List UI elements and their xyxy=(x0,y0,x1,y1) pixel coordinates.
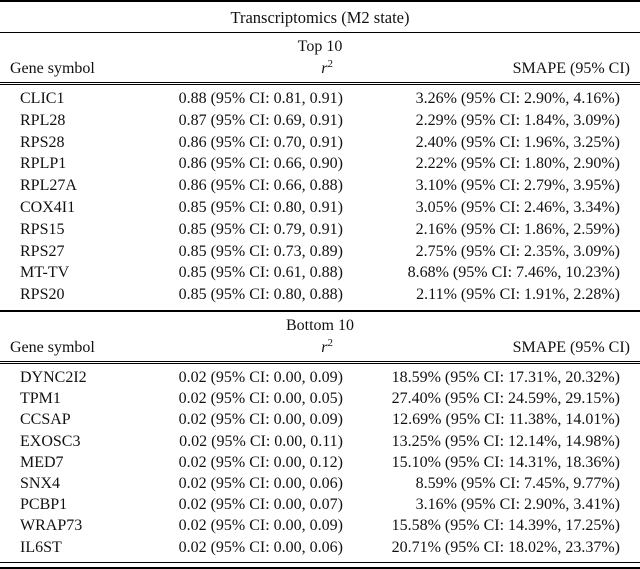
gene-cell: DYNC2I2 xyxy=(20,368,87,386)
r2-cell: 0.02 (95% CI: 0.00, 0.09) xyxy=(178,517,343,535)
gene-cell: EXOSC3 xyxy=(20,432,81,450)
smape-cell: 2.22% (95% CI: 1.80%, 2.90%) xyxy=(415,155,620,173)
r2-cell: 0.02 (95% CI: 0.00, 0.11) xyxy=(179,432,343,450)
table-row: RPL28 0.87 (95% CI: 0.69, 0.91) 2.29% (9… xyxy=(10,110,630,132)
table-row: CLIC1 0.88 (95% CI: 0.81, 0.91) 3.26% (9… xyxy=(10,88,630,110)
smape-cell: 12.69% (95% CI: 11.38%, 14.01%) xyxy=(392,411,620,429)
r2-cell: 0.85 (95% CI: 0.80, 0.91) xyxy=(178,198,343,216)
table-row: EXOSC3 0.02 (95% CI: 0.00, 0.11) 13.25% … xyxy=(10,431,630,452)
gene-cell: RPS15 xyxy=(20,220,65,238)
smape-cell: 18.59% (95% CI: 17.31%, 20.32%) xyxy=(391,368,620,386)
gene-cell: PCBP1 xyxy=(20,496,68,514)
r2-cell: 0.86 (95% CI: 0.66, 0.90) xyxy=(178,155,343,173)
table-row: CCSAP 0.02 (95% CI: 0.00, 0.09) 12.69% (… xyxy=(10,409,630,430)
r-symbol: r xyxy=(321,338,328,356)
gene-cell: RPS20 xyxy=(20,286,65,304)
section-bottom-10-header: Bottom 10 Gene symbol r2 SMAPE (95% CI) xyxy=(0,312,640,364)
r-exponent: 2 xyxy=(327,58,334,70)
smape-cell: 3.26% (95% CI: 2.90%, 4.16%) xyxy=(415,90,620,107)
table-row: RPLP1 0.86 (95% CI: 0.66, 0.90) 2.22% (9… xyxy=(10,153,630,175)
table-row: SNX4 0.02 (95% CI: 0.00, 0.06) 8.59% (95… xyxy=(10,473,630,494)
section-top-10-header: Top 10 Gene symbol r2 SMAPE (95% CI) xyxy=(0,33,640,85)
r2-cell: 0.02 (95% CI: 0.00, 0.05) xyxy=(178,390,343,408)
r-symbol: r xyxy=(321,60,328,77)
col-header-r-squared: r2 xyxy=(110,336,333,360)
col-header-gene-symbol: Gene symbol xyxy=(10,60,95,77)
table-row: RPS20 0.85 (95% CI: 0.80, 0.88) 2.11% (9… xyxy=(10,284,630,306)
r2-cell: 0.02 (95% CI: 0.00, 0.06) xyxy=(178,538,343,556)
table-row: RPS27 0.85 (95% CI: 0.73, 0.89) 2.75% (9… xyxy=(10,241,630,263)
col-header-r-squared: r2 xyxy=(110,57,333,81)
r2-cell: 0.85 (95% CI: 0.61, 0.88) xyxy=(178,264,343,282)
table-row: MED7 0.02 (95% CI: 0.00, 0.12) 15.10% (9… xyxy=(10,452,630,473)
smape-cell: 2.40% (95% CI: 1.96%, 3.25%) xyxy=(415,133,620,151)
r2-cell: 0.87 (95% CI: 0.69, 0.91) xyxy=(178,111,343,129)
section-heading: Bottom 10 xyxy=(285,316,354,334)
gene-cell: MT-TV xyxy=(20,264,70,282)
r2-cell: 0.02 (95% CI: 0.00, 0.06) xyxy=(178,474,343,492)
table-row: IL6ST 0.02 (95% CI: 0.00, 0.06) 20.71% (… xyxy=(10,537,630,558)
r2-cell: 0.02 (95% CI: 0.00, 0.07) xyxy=(178,496,343,514)
col-header-smape: SMAPE (95% CI) xyxy=(512,338,630,356)
smape-cell: 15.58% (95% CI: 14.39%, 17.25%) xyxy=(391,517,620,535)
smape-cell: 27.40% (95% CI: 24.59%, 29.15%) xyxy=(391,390,620,408)
smape-cell: 15.10% (95% CI: 14.31%, 18.36%) xyxy=(391,453,620,471)
smape-cell: 2.11% (95% CI: 1.91%, 2.28%) xyxy=(416,286,620,304)
r2-cell: 0.85 (95% CI: 0.73, 0.89) xyxy=(178,242,343,260)
smape-cell: 3.10% (95% CI: 2.79%, 3.95%) xyxy=(415,177,620,195)
smape-cell: 20.71% (95% CI: 18.02%, 23.37%) xyxy=(391,538,620,556)
smape-cell: 3.05% (95% CI: 2.46%, 3.34%) xyxy=(415,198,620,216)
table-row: WRAP73 0.02 (95% CI: 0.00, 0.09) 15.58% … xyxy=(10,515,630,536)
gene-cell: RPS28 xyxy=(20,133,65,151)
gene-cell: WRAP73 xyxy=(20,517,83,535)
table-title: Transcriptomics (M2 state) xyxy=(0,2,640,33)
gene-cell: MED7 xyxy=(20,453,64,471)
gene-cell: RPL27A xyxy=(20,177,77,195)
gene-cell: TPM1 xyxy=(20,390,61,408)
table-row: RPS28 0.86 (95% CI: 0.70, 0.91) 2.40% (9… xyxy=(10,132,630,154)
section-top-10-rows: CLIC1 0.88 (95% CI: 0.81, 0.91) 3.26% (9… xyxy=(0,85,640,310)
col-header-smape: SMAPE (95% CI) xyxy=(512,60,630,77)
table-row: COX4I1 0.85 (95% CI: 0.80, 0.91) 3.05% (… xyxy=(10,197,630,219)
gene-cell: CCSAP xyxy=(20,411,71,429)
smape-cell: 8.59% (95% CI: 7.45%, 9.77%) xyxy=(415,474,620,492)
smape-cell: 2.75% (95% CI: 2.35%, 3.09%) xyxy=(415,242,620,260)
gene-cell: RPS27 xyxy=(20,242,65,260)
smape-cell: 2.16% (95% CI: 1.86%, 2.59%) xyxy=(415,220,620,238)
gene-cell: SNX4 xyxy=(20,474,61,492)
smape-cell: 2.29% (95% CI: 1.84%, 3.09%) xyxy=(415,111,620,129)
smape-cell: 8.68% (95% CI: 7.46%, 10.23%) xyxy=(407,264,620,282)
r-exponent: 2 xyxy=(327,336,334,349)
gene-cell: RPLP1 xyxy=(20,155,67,173)
r2-cell: 0.02 (95% CI: 0.00, 0.09) xyxy=(178,411,343,429)
r2-cell: 0.85 (95% CI: 0.80, 0.88) xyxy=(178,286,343,304)
smape-cell: 3.16% (95% CI: 2.90%, 3.41%) xyxy=(415,496,620,514)
r2-cell: 0.88 (95% CI: 0.81, 0.91) xyxy=(178,90,343,107)
table-row: MT-TV 0.85 (95% CI: 0.61, 0.88) 8.68% (9… xyxy=(10,262,630,284)
gene-cell: CLIC1 xyxy=(20,90,65,107)
gene-cell: RPL28 xyxy=(20,111,66,129)
column-header-row: Gene symbol r2 SMAPE (95% CI) xyxy=(0,336,640,361)
r2-cell: 0.85 (95% CI: 0.79, 0.91) xyxy=(178,220,343,238)
gene-cell: IL6ST xyxy=(20,538,62,556)
table-row: PCBP1 0.02 (95% CI: 0.00, 0.07) 3.16% (9… xyxy=(10,494,630,515)
section-bottom-10-rows: DYNC2I2 0.02 (95% CI: 0.00, 0.09) 18.59%… xyxy=(0,364,640,562)
table-row: RPS15 0.85 (95% CI: 0.79, 0.91) 2.16% (9… xyxy=(10,219,630,241)
col-header-gene-symbol: Gene symbol xyxy=(10,338,95,356)
table-row: TPM1 0.02 (95% CI: 0.00, 0.05) 27.40% (9… xyxy=(10,388,630,409)
r2-cell: 0.86 (95% CI: 0.66, 0.88) xyxy=(178,177,343,195)
bottom-rule xyxy=(0,561,640,567)
r2-cell: 0.02 (95% CI: 0.00, 0.09) xyxy=(178,368,343,386)
r2-cell: 0.02 (95% CI: 0.00, 0.12) xyxy=(178,453,343,471)
table-row: RPL27A 0.86 (95% CI: 0.66, 0.88) 3.10% (… xyxy=(10,175,630,197)
column-header-row: Gene symbol r2 SMAPE (95% CI) xyxy=(0,57,640,82)
section-bottom-10: Bottom 10 Gene symbol r2 SMAPE (95% CI) … xyxy=(0,309,640,562)
gene-cell: COX4I1 xyxy=(20,198,76,216)
r2-cell: 0.86 (95% CI: 0.70, 0.91) xyxy=(178,133,343,151)
section-heading: Top 10 xyxy=(297,38,343,55)
smape-cell: 13.25% (95% CI: 12.14%, 14.98%) xyxy=(391,432,620,450)
table-row: DYNC2I2 0.02 (95% CI: 0.00, 0.09) 18.59%… xyxy=(10,367,630,388)
section-top-10: Top 10 Gene symbol r2 SMAPE (95% CI) CLI… xyxy=(0,33,640,310)
